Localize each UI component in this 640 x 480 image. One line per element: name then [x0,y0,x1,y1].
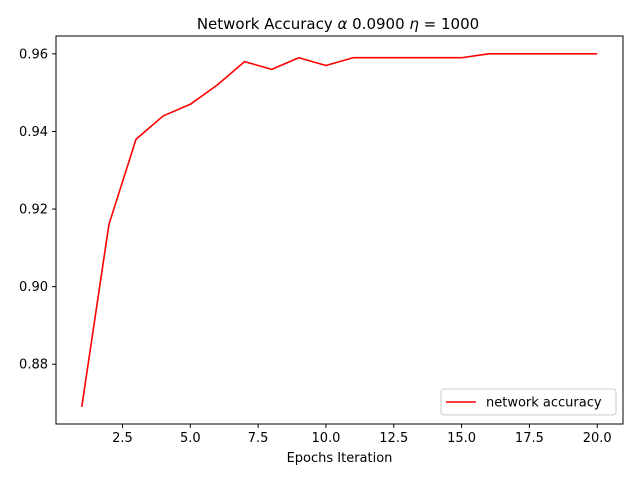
x-axis-label: Epochs Iteration [287,451,393,466]
x-tick-label: 5.0 [180,431,201,446]
x-tick-label: 17.5 [515,431,544,446]
x-tick-label: 7.5 [248,431,269,446]
x-tick-label: 10.0 [311,431,340,446]
x-axis: 2.5 5.0 7.5 10.0 12.5 15.0 17.5 20.0 [112,424,612,446]
y-tick-label: 0.94 [19,125,48,140]
legend-label: network accuracy [486,396,602,411]
y-axis: 0.88 0.90 0.92 0.94 0.96 [19,47,56,373]
series-line-network-accuracy [80,53,598,408]
y-tick-label: 0.88 [19,358,48,373]
legend: network accuracy [440,388,617,416]
x-tick-label: 12.5 [379,431,408,446]
x-tick-label: 20.0 [583,431,612,446]
chart-title: Network Accuracy α 0.0900 η = 1000 [197,15,479,33]
x-tick-label: 15.0 [447,431,476,446]
legend-box [440,388,617,416]
y-tick-label: 0.92 [19,203,48,218]
axes-frame [55,35,624,425]
y-tick-label: 0.90 [19,280,48,295]
plot-layer [80,53,598,408]
y-tick-label: 0.96 [19,47,48,62]
x-tick-label: 2.5 [112,431,133,446]
